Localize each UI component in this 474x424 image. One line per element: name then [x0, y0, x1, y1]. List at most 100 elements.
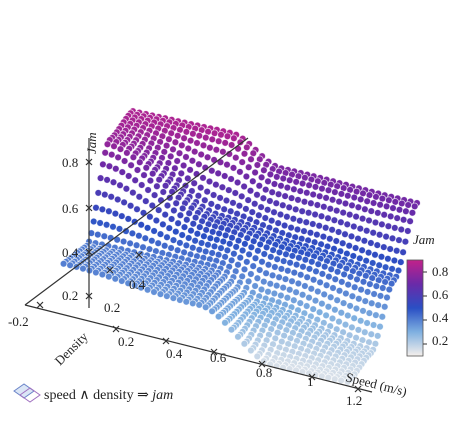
surface-point	[337, 308, 346, 317]
surface-point	[267, 216, 276, 225]
legend: speed ∧ density ⇒ jam	[13, 383, 173, 403]
surface-point	[258, 257, 266, 266]
surface-point	[339, 208, 348, 217]
surface-point	[146, 176, 155, 185]
surface-point	[332, 237, 341, 245]
surface-point	[318, 184, 326, 193]
surface-point	[377, 252, 386, 261]
surface-point	[163, 292, 171, 300]
surface-point	[240, 149, 249, 158]
surface-point	[237, 192, 246, 201]
surface-point	[307, 284, 316, 293]
surface-point	[178, 204, 187, 213]
surface-point	[116, 145, 125, 153]
surface-point	[254, 211, 263, 220]
surface-point	[189, 244, 197, 252]
surface-point	[254, 247, 262, 255]
surface-point	[318, 270, 327, 278]
surface-point	[361, 205, 369, 214]
surface-point	[251, 168, 259, 177]
surface-point	[140, 171, 148, 179]
surface-point	[172, 227, 180, 236]
surface-point	[186, 166, 194, 174]
surface-point	[283, 212, 291, 221]
surface-point	[294, 279, 303, 288]
surface-point	[178, 141, 186, 150]
surface-point	[128, 229, 137, 238]
surface-point	[195, 160, 203, 169]
surface-point	[328, 196, 337, 204]
surface-point	[276, 210, 285, 219]
surface-point	[325, 235, 334, 243]
surface-point	[346, 302, 354, 310]
surface-point	[92, 268, 100, 277]
surface-point	[374, 301, 383, 309]
surface-point	[244, 196, 253, 204]
surface-point	[378, 220, 386, 229]
surface-point	[225, 240, 234, 248]
surface-point	[249, 262, 258, 270]
surface-point	[289, 296, 298, 305]
surface-point	[220, 205, 229, 214]
surface-point	[305, 181, 313, 190]
surface-point	[247, 155, 255, 164]
surface-point	[250, 200, 259, 208]
surface-point	[311, 183, 320, 191]
surface-point	[255, 182, 264, 190]
surface-point	[240, 182, 248, 191]
surface-point	[111, 274, 120, 283]
surface-point	[392, 246, 401, 255]
surface-point	[227, 325, 236, 334]
surface-point	[345, 210, 354, 219]
surface-point	[352, 212, 360, 221]
surface-point	[273, 255, 282, 264]
surface-point	[248, 208, 257, 216]
surface-point	[264, 287, 272, 296]
surface-point	[402, 207, 410, 216]
surface-point	[291, 205, 300, 214]
surface-point	[245, 250, 253, 259]
surface-point	[150, 191, 159, 199]
surface-point	[396, 258, 405, 266]
surface-point	[309, 305, 318, 313]
surface-point	[207, 200, 216, 208]
surface-point	[202, 133, 210, 142]
surface-point	[171, 138, 180, 147]
surface-point	[169, 294, 178, 302]
tick-mark	[162, 337, 170, 345]
surface-point	[98, 205, 107, 214]
surface-point	[290, 185, 298, 194]
legend-surface-icon	[13, 383, 41, 403]
surface-point	[94, 230, 102, 239]
surface-point	[346, 273, 355, 281]
surface-point	[202, 226, 211, 234]
surface-point	[372, 282, 381, 290]
surface-point	[268, 271, 277, 280]
surface-point	[370, 290, 378, 298]
surface-point	[255, 266, 264, 274]
surface-point	[221, 253, 229, 261]
surface-point	[119, 237, 128, 246]
surface-point	[203, 187, 212, 196]
surface-point	[356, 316, 365, 325]
surface-point	[142, 197, 150, 205]
surface-point	[132, 241, 141, 250]
surface-point	[283, 293, 292, 302]
surface-point	[208, 249, 217, 257]
colorbar-gradient	[406, 259, 424, 357]
tick-mark	[85, 204, 93, 212]
surface-point	[193, 229, 202, 238]
surface-point	[176, 211, 185, 220]
surface-point	[385, 196, 393, 205]
surface-point	[266, 253, 275, 261]
density-tick-label: 0.2	[104, 300, 120, 315]
surface-point	[261, 185, 270, 194]
surface-point	[324, 214, 332, 223]
surface-point	[344, 280, 353, 289]
surface-point	[261, 214, 270, 222]
surface-point	[338, 239, 347, 248]
surface-point	[139, 209, 148, 217]
speed-tick-label: 0.6	[210, 350, 227, 365]
surface-point	[206, 234, 215, 243]
surface-point	[208, 307, 216, 316]
